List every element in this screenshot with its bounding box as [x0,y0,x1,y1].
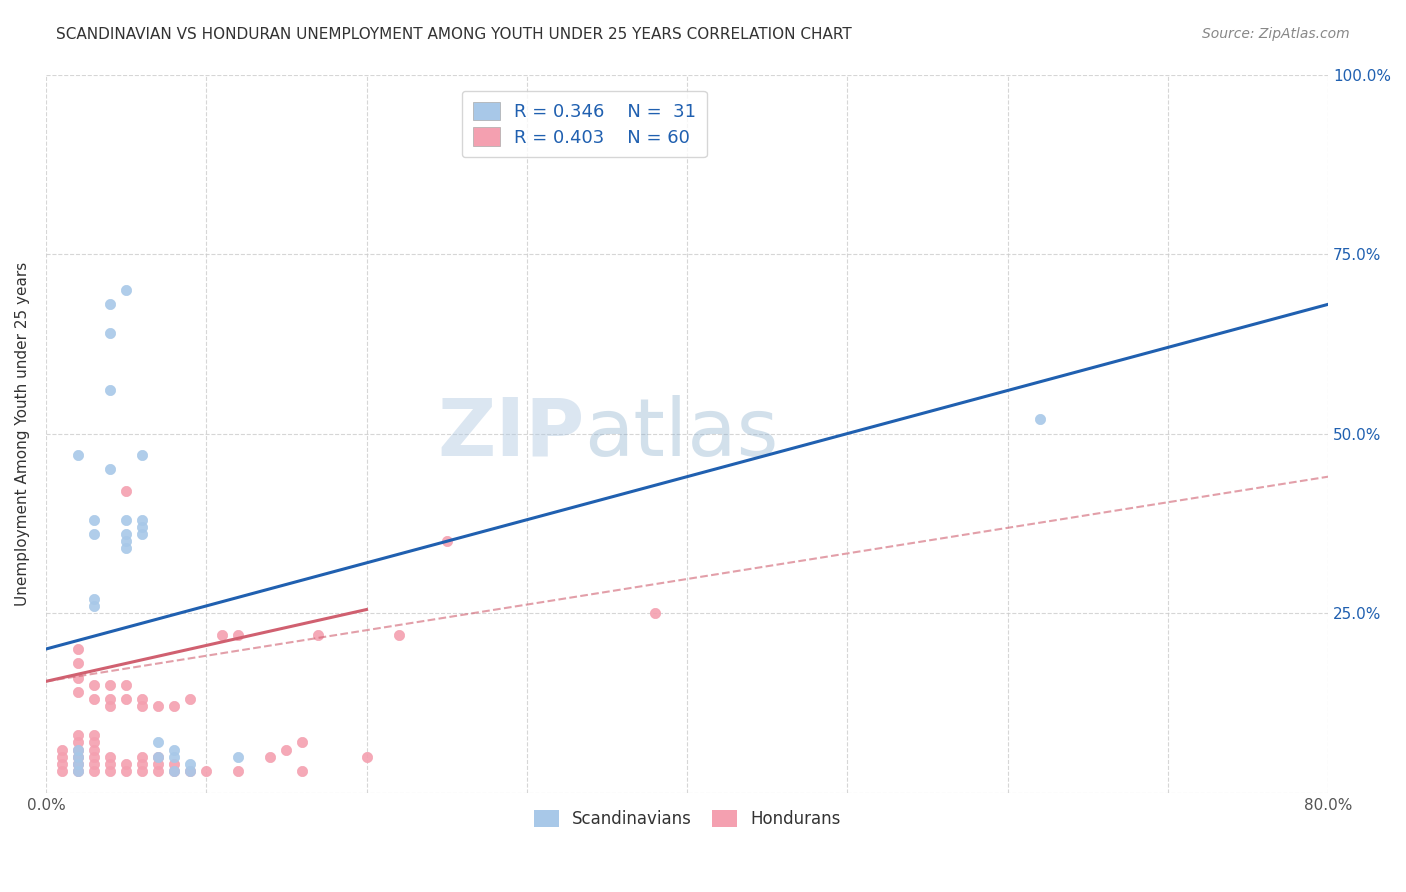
Point [115,756,138,771]
Y-axis label: Unemployment Among Youth under 25 years: Unemployment Among Youth under 25 years [15,261,30,606]
Point [83,591,105,606]
Point [83,735,105,749]
Point [146,749,169,764]
Point [131,756,153,771]
Point [66,764,89,778]
Point [66,685,89,699]
Point [66,742,89,756]
Point [51,764,73,778]
Point [131,749,153,764]
Point [83,756,105,771]
Point [83,527,105,541]
Point [179,756,201,771]
Point [163,756,186,771]
Point [83,513,105,527]
Point [131,764,153,778]
Point [83,728,105,742]
Point [226,764,249,778]
Point [146,756,169,771]
Point [146,764,169,778]
Point [1028,412,1050,426]
Point [163,749,186,764]
Point [66,749,89,764]
Point [83,599,105,613]
Point [226,628,249,642]
Point [179,692,201,706]
Point [98,699,121,714]
Point [291,735,314,749]
Point [115,692,138,706]
Point [163,764,186,778]
Point [115,678,138,692]
Point [83,742,105,756]
Point [66,764,89,778]
Point [115,541,138,556]
Point [115,513,138,527]
Point [131,448,153,462]
Point [83,749,105,764]
Point [436,534,458,549]
Point [146,735,169,749]
Point [291,764,314,778]
Point [98,678,121,692]
Point [66,642,89,657]
Point [83,764,105,778]
Point [163,764,186,778]
Point [131,692,153,706]
Point [98,297,121,311]
Point [211,628,233,642]
Point [131,699,153,714]
Text: ZIP: ZIP [437,394,585,473]
Point [66,756,89,771]
Point [66,756,89,771]
Point [98,384,121,398]
Point [51,756,73,771]
Text: SCANDINAVIAN VS HONDURAN UNEMPLOYMENT AMONG YOUTH UNDER 25 YEARS CORRELATION CHA: SCANDINAVIAN VS HONDURAN UNEMPLOYMENT AM… [56,27,852,42]
Point [146,749,169,764]
Text: atlas: atlas [585,394,779,473]
Point [179,764,201,778]
Point [98,756,121,771]
Point [66,742,89,756]
Point [226,749,249,764]
Point [115,283,138,297]
Point [66,749,89,764]
Point [195,764,218,778]
Point [66,671,89,685]
Point [83,678,105,692]
Point [98,692,121,706]
Point [115,527,138,541]
Point [163,699,186,714]
Point [644,606,666,620]
Point [115,764,138,778]
Point [131,520,153,534]
Point [51,749,73,764]
Point [179,764,201,778]
Point [307,628,329,642]
Point [276,742,298,756]
Point [115,483,138,498]
Point [259,749,281,764]
Point [66,448,89,462]
Point [83,692,105,706]
Point [98,749,121,764]
Point [66,735,89,749]
Point [131,513,153,527]
Point [387,628,409,642]
Text: Source: ZipAtlas.com: Source: ZipAtlas.com [1202,27,1350,41]
Point [98,764,121,778]
Point [66,728,89,742]
Point [98,462,121,476]
Point [51,742,73,756]
Point [66,657,89,671]
Point [98,326,121,340]
Point [146,699,169,714]
Point [131,527,153,541]
Point [356,749,378,764]
Point [163,742,186,756]
Point [115,534,138,549]
Legend: Scandinavians, Hondurans: Scandinavians, Hondurans [527,803,848,835]
